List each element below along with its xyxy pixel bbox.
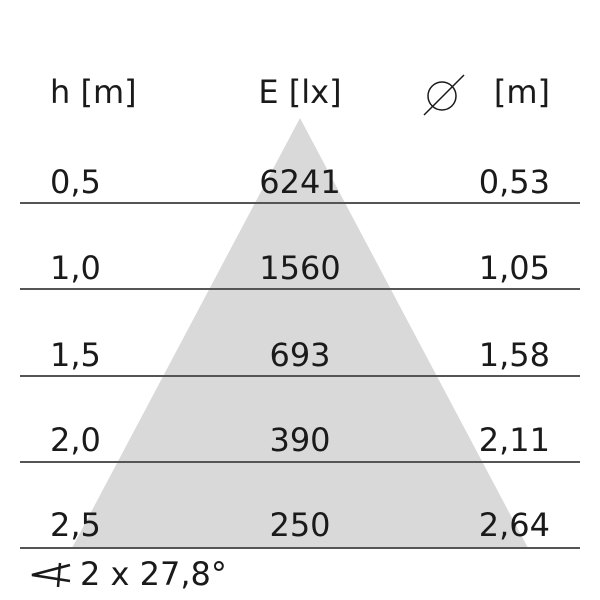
beam-angle-value: 2 x 27,8° [80,555,227,593]
row-h-value: 1,0 [50,249,101,287]
row-divider [20,547,580,549]
header-diameter-unit: [m] [493,73,550,111]
row-e-value: 250 [269,506,331,544]
row-e-value: 1560 [259,249,341,287]
row-e-value: 693 [269,336,331,374]
row-d-value: 2,64 [478,506,550,544]
row-divider [20,375,580,377]
row-divider [20,202,580,204]
angle-icon [31,562,71,588]
light-cone-triangle [72,118,528,548]
row-d-value: 1,05 [478,249,550,287]
header-height: h [m] [50,73,137,111]
row-h-value: 1,5 [50,336,101,374]
row-h-value: 2,0 [50,421,101,459]
row-d-value: 1,58 [478,336,550,374]
row-h-value: 2,5 [50,506,101,544]
row-divider [20,461,580,463]
row-e-value: 6241 [259,163,341,201]
row-d-value: 2,11 [478,421,550,459]
row-d-value: 0,53 [478,163,550,201]
row-h-value: 0,5 [50,163,101,201]
diameter-icon [423,74,465,116]
row-e-value: 390 [269,421,331,459]
row-divider [20,288,580,290]
header-illuminance: E [lx] [258,73,342,111]
beam-angle: 2 x 27,8° [28,556,227,592]
